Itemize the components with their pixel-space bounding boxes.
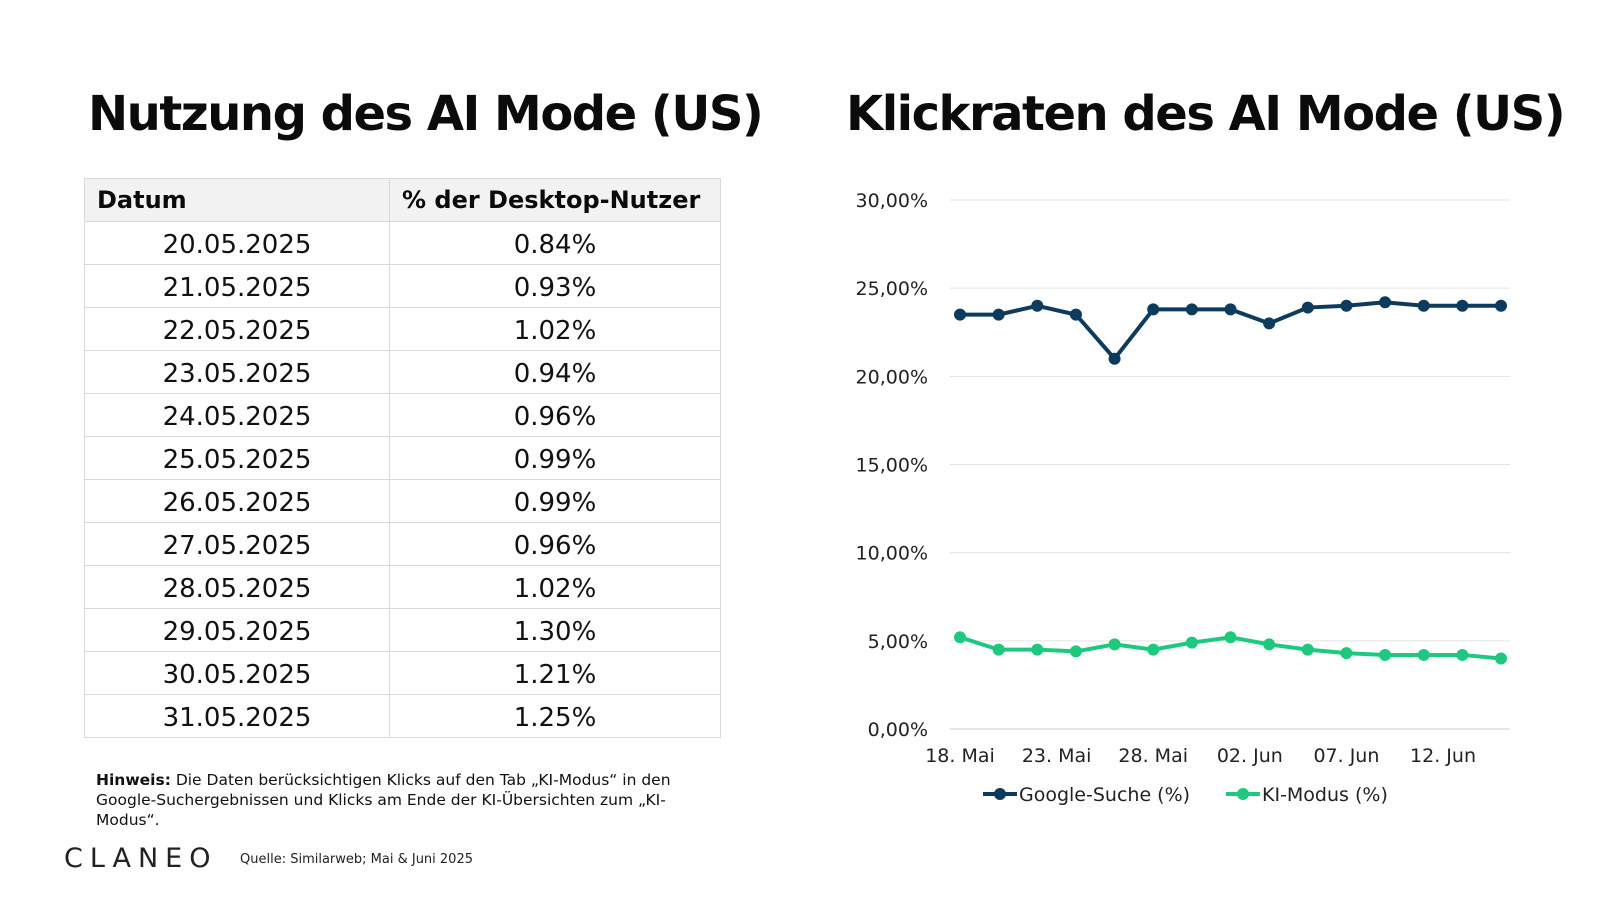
usage-table: Datum % der Desktop-Nutzer 20.05.2025 0.8… bbox=[84, 178, 721, 738]
x-tick-label: 23. Mai bbox=[1022, 745, 1092, 767]
data-point bbox=[1456, 648, 1469, 661]
data-point bbox=[1224, 303, 1237, 316]
column-header-desktop-users: % der Desktop-Nutzer bbox=[389, 178, 721, 222]
table-header-row: Datum % der Desktop-Nutzer bbox=[84, 178, 721, 222]
date-cell: 26.05.2025 bbox=[84, 479, 390, 523]
desktop-users-cell: 0.99% bbox=[389, 479, 721, 523]
table-row: 27.05.2025 0.96% bbox=[84, 522, 721, 566]
y-tick-label: 25,00% bbox=[856, 278, 928, 300]
table-row: 25.05.2025 0.99% bbox=[84, 436, 721, 480]
usage-table-title: Nutzung des AI Mode (US) bbox=[88, 86, 764, 142]
data-point bbox=[1495, 652, 1507, 665]
date-cell: 21.05.2025 bbox=[84, 264, 390, 308]
data-point bbox=[992, 643, 1005, 656]
legend-label: Google-Suche (%) bbox=[1019, 784, 1190, 806]
table-row: 23.05.2025 0.94% bbox=[84, 350, 721, 394]
table-row: 30.05.2025 1.21% bbox=[84, 651, 721, 695]
legend-label: KI-Modus (%) bbox=[1262, 784, 1388, 806]
data-point bbox=[1263, 317, 1276, 330]
data-point bbox=[1031, 643, 1044, 656]
y-tick-label: 10,00% bbox=[856, 543, 928, 565]
desktop-users-cell: 1.21% bbox=[389, 651, 721, 695]
x-tick-label: 07. Jun bbox=[1313, 745, 1379, 767]
date-cell: 29.05.2025 bbox=[84, 608, 390, 652]
data-point bbox=[954, 631, 966, 644]
date-cell: 22.05.2025 bbox=[84, 307, 390, 351]
data-point bbox=[1263, 638, 1276, 651]
table-row: 24.05.2025 0.96% bbox=[84, 393, 721, 437]
data-point bbox=[1185, 303, 1198, 316]
data-point bbox=[1147, 643, 1160, 656]
desktop-users-cell: 1.02% bbox=[389, 565, 721, 609]
desktop-users-cell: 0.96% bbox=[389, 522, 721, 566]
date-cell: 28.05.2025 bbox=[84, 565, 390, 609]
y-tick-label: 20,00% bbox=[856, 366, 928, 388]
x-tick-label: 02. Jun bbox=[1217, 745, 1283, 767]
date-cell: 20.05.2025 bbox=[84, 221, 390, 265]
table-row: 26.05.2025 0.99% bbox=[84, 479, 721, 523]
legend-swatch-marker bbox=[994, 788, 1006, 800]
note-text: Die Daten berücksichtigen Klicks auf den… bbox=[96, 771, 671, 829]
date-cell: 25.05.2025 bbox=[84, 436, 390, 480]
column-header-date: Datum bbox=[84, 178, 390, 222]
table-row: 28.05.2025 1.02% bbox=[84, 565, 721, 609]
table-row: 31.05.2025 1.25% bbox=[84, 694, 721, 738]
table-row: 22.05.2025 1.02% bbox=[84, 307, 721, 351]
note-label: Hinweis: bbox=[96, 771, 171, 789]
date-cell: 23.05.2025 bbox=[84, 350, 390, 394]
date-cell: 24.05.2025 bbox=[84, 393, 390, 437]
desktop-users-cell: 1.25% bbox=[389, 694, 721, 738]
data-point bbox=[1417, 299, 1430, 312]
table-row: 20.05.2025 0.84% bbox=[84, 221, 721, 265]
date-cell: 27.05.2025 bbox=[84, 522, 390, 566]
y-tick-label: 5,00% bbox=[868, 631, 928, 653]
note: Hinweis: Die Daten berücksichtigen Klick… bbox=[96, 770, 696, 830]
data-point bbox=[1495, 299, 1507, 312]
x-tick-label: 28. Mai bbox=[1118, 745, 1188, 767]
x-tick-label: 12. Jun bbox=[1410, 745, 1476, 767]
data-point bbox=[954, 308, 966, 321]
table-body: 20.05.2025 0.84% 21.05.2025 0.93% 22.05.2025… bbox=[84, 221, 721, 738]
legend-swatch-marker bbox=[1237, 788, 1249, 800]
y-tick-label: 0,00% bbox=[868, 719, 928, 741]
data-point bbox=[1301, 643, 1314, 656]
y-tick-label: 15,00% bbox=[856, 455, 928, 477]
date-cell: 31.05.2025 bbox=[84, 694, 390, 738]
desktop-users-cell: 0.94% bbox=[389, 350, 721, 394]
data-point bbox=[1069, 645, 1082, 658]
data-point bbox=[1340, 299, 1353, 312]
data-point bbox=[992, 308, 1005, 321]
data-point bbox=[1185, 636, 1198, 649]
data-point bbox=[1224, 631, 1237, 644]
data-point bbox=[1108, 352, 1121, 365]
data-point bbox=[1379, 648, 1392, 661]
data-point bbox=[1108, 638, 1121, 651]
click-rate-chart-title: Klickraten des AI Mode (US) bbox=[846, 86, 1566, 142]
data-point bbox=[1379, 296, 1392, 309]
data-point bbox=[1069, 308, 1082, 321]
data-point bbox=[1456, 299, 1469, 312]
data-point bbox=[1031, 299, 1044, 312]
y-tick-label: 30,00% bbox=[856, 190, 928, 212]
data-point bbox=[1301, 301, 1314, 314]
desktop-users-cell: 1.30% bbox=[389, 608, 721, 652]
claneo-logo: CLANEO bbox=[64, 843, 218, 874]
table-row: 21.05.2025 0.93% bbox=[84, 264, 721, 308]
data-point bbox=[1147, 303, 1160, 316]
data-point bbox=[1417, 648, 1430, 661]
desktop-users-cell: 0.84% bbox=[389, 221, 721, 265]
x-tick-label: 18. Mai bbox=[925, 745, 995, 767]
table-row: 29.05.2025 1.30% bbox=[84, 608, 721, 652]
data-point bbox=[1340, 647, 1353, 660]
source-text: Quelle: Similarweb; Mai & Juni 2025 bbox=[240, 852, 473, 867]
